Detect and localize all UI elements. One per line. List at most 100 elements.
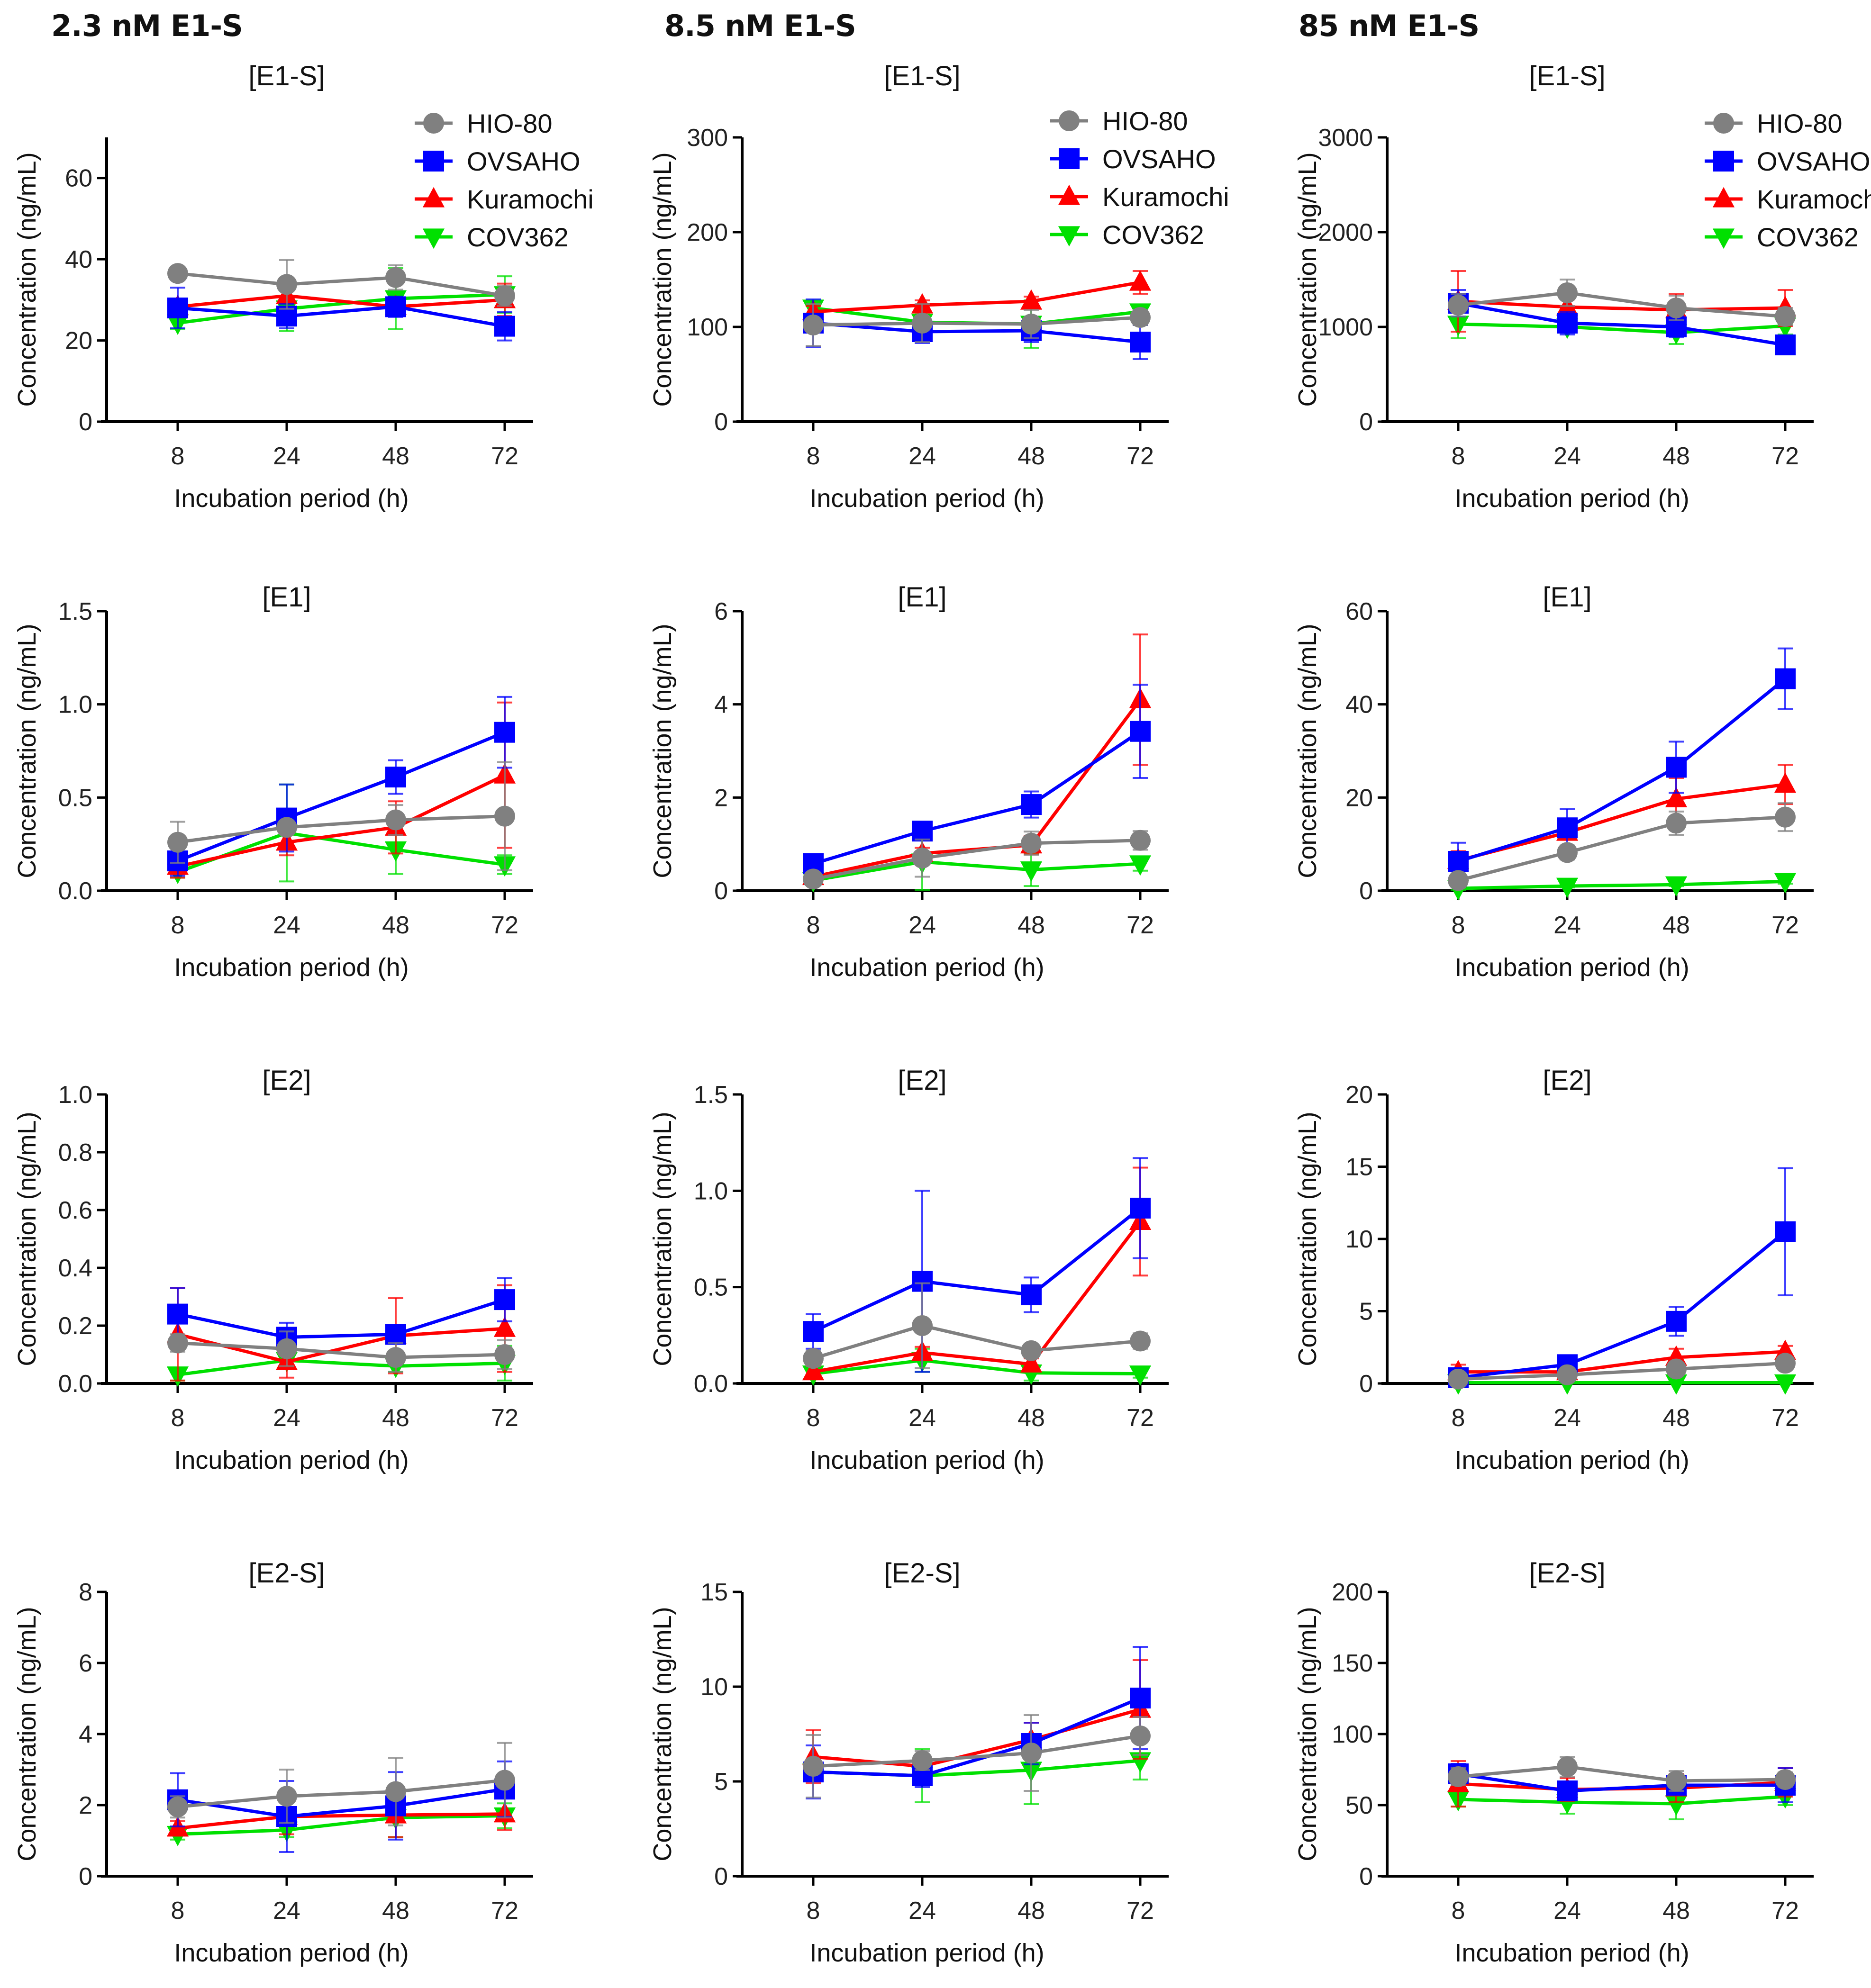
y-tick-label: 20 <box>65 327 92 355</box>
legend-label: OVSAHO <box>1757 146 1871 176</box>
x-axis-label: Incubation period (h) <box>1454 953 1689 982</box>
x-tick-label: 72 <box>1771 912 1799 939</box>
series-line <box>813 1708 1141 1768</box>
series-line <box>177 773 506 868</box>
x-tick-label: 48 <box>1662 1897 1690 1925</box>
series-hio-80 <box>803 1282 1151 1369</box>
data-point <box>1665 786 1688 807</box>
chart-panel-r0-c2: [E1-S] 0 1000 2000 3000 8 24 48 72 Incubation per… <box>1293 61 1871 513</box>
series-kuramochi <box>166 1284 516 1382</box>
chart-panel-r0-c1: [E1-S] 0 100 200 300 8 24 48 72 Incubation period… <box>648 61 1229 513</box>
y-tick-label: 1.0 <box>58 1081 92 1109</box>
x-tick-label: 48 <box>1662 1404 1690 1432</box>
legend-marker <box>423 113 444 134</box>
data-point <box>1130 332 1151 352</box>
x-tick-label: 48 <box>382 1404 409 1432</box>
chart-title: [E2] <box>898 1065 946 1096</box>
data-point <box>276 817 297 838</box>
chart-panel-r2-c0: [E2] 0.0 0.2 0.4 0.6 0.8 1.0 8 24 48 72 Incubation … <box>13 1065 533 1474</box>
data-point <box>1130 1330 1151 1352</box>
data-point <box>1775 334 1796 355</box>
y-axis-label: Concentration (ng/mL) <box>13 1111 41 1366</box>
series-line <box>177 814 505 844</box>
data-point <box>494 1344 515 1365</box>
chart-title: [E1-S] <box>1529 61 1605 91</box>
x-tick-label: 24 <box>1553 1404 1581 1432</box>
data-point <box>1129 1752 1152 1773</box>
x-axis-label: Incubation period (h) <box>809 484 1044 513</box>
series-kuramochi <box>802 1166 1152 1381</box>
x-tick-label: 72 <box>491 1404 518 1432</box>
data-point <box>494 805 515 827</box>
x-tick-label: 48 <box>1662 912 1690 939</box>
y-axis-label: Concentration (ng/mL) <box>648 1607 677 1861</box>
x-tick-label: 72 <box>1771 443 1799 470</box>
series-line <box>1458 301 1786 347</box>
series-line <box>1458 783 1786 862</box>
y-tick-label: 0 <box>1359 408 1373 436</box>
chart-title: [E1] <box>898 582 946 613</box>
series-line <box>813 280 1141 314</box>
series-line <box>177 1787 505 1818</box>
x-tick-label: 24 <box>273 443 300 470</box>
y-tick-label: 3000 <box>1318 124 1373 152</box>
y-axis-label: Concentration (ng/mL) <box>1293 624 1322 878</box>
series-line <box>813 1734 1141 1768</box>
legend-item-kuramochi: Kuramochi <box>415 184 594 214</box>
x-tick-label: 24 <box>273 1897 300 1925</box>
data-point <box>1021 1284 1042 1305</box>
legend-label: Kuramochi <box>1102 182 1229 212</box>
series-hio-80 <box>1448 1353 1796 1390</box>
y-tick-label: 150 <box>1332 1650 1373 1677</box>
legend-item-cov362: COV362 <box>1705 222 1859 252</box>
data-point <box>1557 817 1578 839</box>
x-tick-label: 8 <box>171 1897 185 1925</box>
x-axis-label: Incubation period (h) <box>1454 1446 1689 1474</box>
data-point <box>1448 851 1469 872</box>
y-tick-label: 200 <box>687 219 728 246</box>
series-line <box>813 860 1141 882</box>
x-tick-label: 8 <box>1452 443 1465 470</box>
legend-marker <box>422 187 445 208</box>
x-axis-label: Incubation period (h) <box>809 953 1044 982</box>
series-ovsaho <box>1448 1763 1796 1803</box>
series-line <box>1458 1361 1786 1381</box>
column-title-high-dose: 85 nM E1-S <box>1299 9 1480 43</box>
data-point <box>167 1796 188 1817</box>
data-point <box>1448 295 1469 316</box>
series-ovsaho <box>167 1277 515 1353</box>
chart-panel-r1-c2: [E1] 0 20 40 60 8 24 48 72 Incubation period (h) C… <box>1293 582 1814 982</box>
legend-label: COV362 <box>467 222 569 252</box>
series-line <box>177 1327 505 1364</box>
y-tick-label: 5 <box>714 1768 728 1796</box>
x-tick-label: 48 <box>382 1897 409 1925</box>
chart-title: [E2] <box>262 1065 311 1096</box>
data-point <box>385 1781 406 1802</box>
chart-title: [E1-S] <box>248 61 325 91</box>
series-hio-80 <box>167 259 515 310</box>
data-point <box>1775 806 1796 828</box>
data-point <box>1666 298 1687 318</box>
series-cov362 <box>1447 873 1797 901</box>
series-line <box>177 1814 505 1836</box>
data-point <box>1130 721 1151 742</box>
data-point <box>1021 1340 1042 1361</box>
y-tick-label: 1.0 <box>694 1177 728 1205</box>
legend: HIO-80 OVSAHO Kuramochi COV362 <box>1050 106 1229 250</box>
x-tick-label: 24 <box>1553 912 1581 939</box>
data-point <box>1129 270 1152 291</box>
legend-label: OVSAHO <box>1102 144 1216 174</box>
x-tick-label: 24 <box>908 1897 936 1925</box>
y-tick-label: 6 <box>714 598 728 625</box>
data-point <box>1130 1688 1151 1708</box>
series-line <box>177 1812 505 1830</box>
data-point <box>1666 813 1687 834</box>
y-tick-label: 0.4 <box>58 1255 92 1282</box>
x-tick-label: 72 <box>1771 1897 1799 1925</box>
series-line <box>813 1696 1141 1778</box>
y-tick-label: 15 <box>1345 1154 1373 1181</box>
series-line <box>1458 299 1786 312</box>
data-point <box>1130 1726 1151 1746</box>
y-tick-label: 2 <box>79 1792 92 1819</box>
y-tick-label: 0.5 <box>694 1274 728 1301</box>
